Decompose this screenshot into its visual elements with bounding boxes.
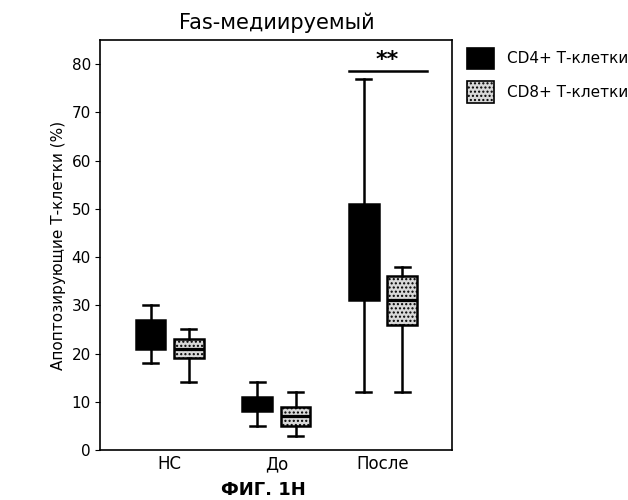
Bar [281,406,310,426]
Text: **: ** [376,50,399,70]
Text: ФИГ. 1Н: ФИГ. 1Н [222,481,306,499]
Bar [387,276,417,324]
Y-axis label: Апоптозирующие Т-клетки (%): Апоптозирующие Т-клетки (%) [51,120,66,370]
Bar [136,320,166,348]
Bar [242,397,272,411]
Bar [349,204,379,300]
Legend: CD4+ Т-клетки, CD8+ Т-клетки: CD4+ Т-клетки, CD8+ Т-клетки [467,48,628,103]
Bar [174,339,204,358]
Title: Fas-медиируемый: Fas-медиируемый [178,12,374,33]
